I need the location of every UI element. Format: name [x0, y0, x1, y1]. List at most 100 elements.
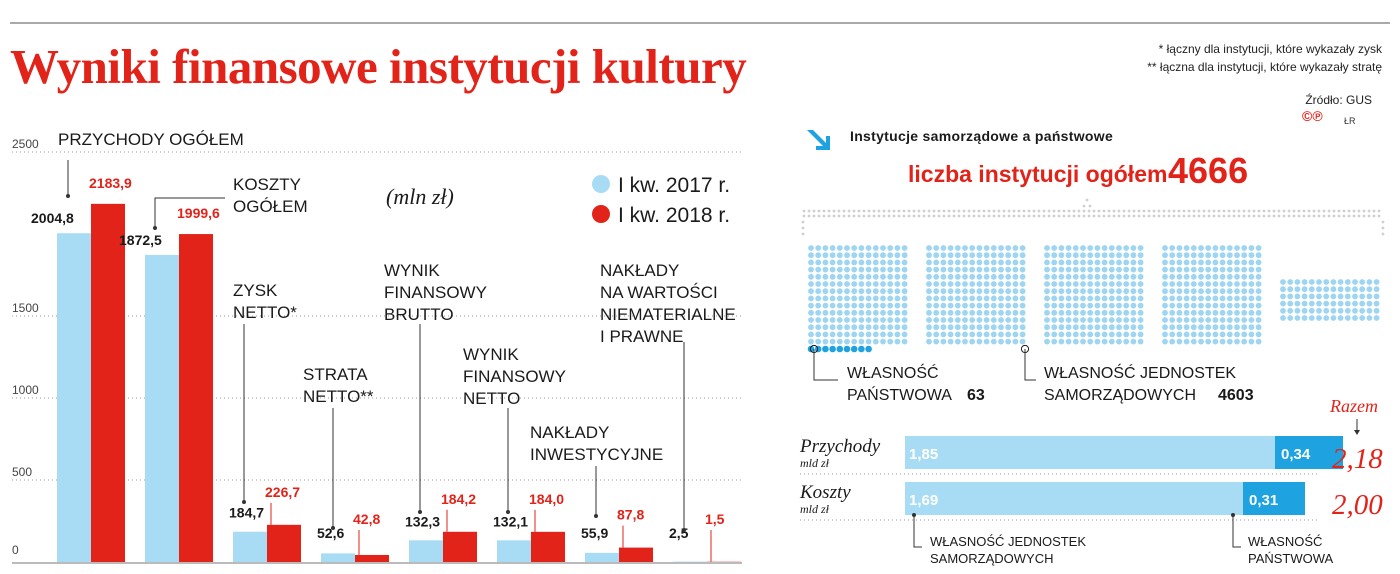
- institution-dot: [1190, 273, 1197, 280]
- unit-label: (mln zł): [386, 184, 454, 209]
- state-value: 63: [967, 387, 985, 404]
- institution-dot: [954, 252, 961, 259]
- institution-dot: [865, 266, 872, 273]
- institution-dot: [851, 259, 858, 266]
- brace-dot: [907, 209, 911, 213]
- institution-dot: [829, 259, 836, 266]
- brace-dot: [1132, 214, 1136, 218]
- institution-dot: [1241, 252, 1248, 259]
- value-label-2017: 1872,5: [119, 232, 162, 248]
- brace-dot: [967, 214, 971, 218]
- institution-dot: [1234, 266, 1240, 273]
- bar-2018: [179, 234, 213, 562]
- brace-dot: [987, 209, 991, 213]
- brace-dot: [977, 209, 981, 213]
- institution-dot: [844, 295, 850, 302]
- institution-dot: [1072, 259, 1079, 266]
- brace-dot: [1217, 209, 1221, 213]
- institution-dot: [1108, 317, 1115, 323]
- institution-dot: [1019, 309, 1026, 316]
- institution-dot: [1080, 324, 1086, 331]
- local-owner-line2: SAMORZĄDOWYCH: [930, 551, 1054, 566]
- institution-dot: [901, 302, 908, 309]
- institution-dot: [1087, 245, 1094, 251]
- institution-dot: [1366, 286, 1373, 293]
- institution-dot: [1183, 266, 1190, 273]
- brace-dot: [1377, 214, 1381, 218]
- institution-dot: [926, 324, 932, 331]
- brace-dot: [882, 214, 886, 218]
- brace-dot: [1207, 209, 1211, 213]
- institution-dot: [933, 259, 940, 266]
- institution-dot: [1108, 295, 1115, 302]
- institution-dot: [926, 266, 932, 273]
- institution-dot: [880, 266, 886, 273]
- institution-dot: [1019, 302, 1026, 309]
- institution-dot: [1162, 259, 1168, 266]
- institution-dot: [1183, 281, 1190, 287]
- institution-dot: [1169, 338, 1176, 345]
- institution-dot: [1051, 317, 1058, 323]
- institution-dot: [1248, 302, 1255, 309]
- brace-dot: [1327, 209, 1331, 213]
- institution-dot: [933, 331, 940, 338]
- institution-dot: [998, 245, 1004, 251]
- brace-dot: [857, 214, 861, 218]
- institution-dot: [1012, 302, 1019, 309]
- brace-dot: [1147, 214, 1151, 218]
- brace-dot: [1227, 214, 1231, 218]
- brace-dot: [1072, 209, 1076, 213]
- brace-dot: [1087, 209, 1091, 213]
- institution-dot: [1255, 309, 1262, 316]
- institution-dot: [1280, 286, 1286, 293]
- institution-dot: [1012, 331, 1019, 338]
- institution-dot: [1205, 324, 1212, 331]
- institution-dot: [822, 324, 829, 331]
- institution-dot: [844, 324, 850, 331]
- institution-dot: [926, 338, 932, 345]
- brace-dot: [1032, 214, 1036, 218]
- institution-dot: [887, 309, 894, 316]
- brace-dot: [1212, 209, 1216, 213]
- institution-dot: [894, 324, 901, 331]
- institution-dot: [1130, 309, 1137, 316]
- institution-dot: [1190, 309, 1197, 316]
- institution-dot: [1072, 245, 1079, 251]
- institution-dot: [1094, 302, 1101, 309]
- brace-dot: [1352, 209, 1356, 213]
- institution-dot: [1316, 315, 1322, 321]
- brace-dot: [922, 214, 926, 218]
- institution-dot: [1366, 279, 1373, 285]
- institution-dot: [1044, 309, 1050, 316]
- category-leader-dot: [66, 194, 70, 198]
- institution-dot: [1301, 293, 1308, 300]
- value-label-2018: 1,5: [705, 511, 725, 527]
- institution-dot: [865, 317, 872, 323]
- category-label: NAKŁADY: [600, 261, 679, 280]
- institution-dot: [1205, 331, 1212, 338]
- institution-dot: [1219, 259, 1226, 266]
- institution-dot: [1219, 338, 1226, 345]
- hbar-state: [1243, 482, 1305, 515]
- institution-dot: [844, 309, 850, 316]
- institution-dot: [1101, 259, 1108, 266]
- institution-dot: [880, 252, 886, 259]
- brace-dot: [1082, 209, 1086, 213]
- brace-dot: [1177, 209, 1181, 213]
- institution-dot: [887, 324, 894, 331]
- institution-dot: [1137, 324, 1144, 331]
- institution-dot: [808, 295, 814, 302]
- institution-dot: [1130, 331, 1137, 338]
- institution-dot: [844, 338, 850, 345]
- brace-dot: [1242, 214, 1246, 218]
- brace-dot: [1167, 209, 1171, 213]
- institution-dot: [1137, 338, 1144, 345]
- brace-dot: [812, 209, 816, 213]
- institution-dot: [1226, 259, 1233, 266]
- value-label-2017: 55,9: [581, 525, 608, 541]
- institution-dot: [1226, 302, 1233, 309]
- brace-dot: [1342, 214, 1346, 218]
- institution-dot: [926, 281, 932, 287]
- institution-dot: [1108, 338, 1115, 345]
- institution-dot: [1241, 317, 1248, 323]
